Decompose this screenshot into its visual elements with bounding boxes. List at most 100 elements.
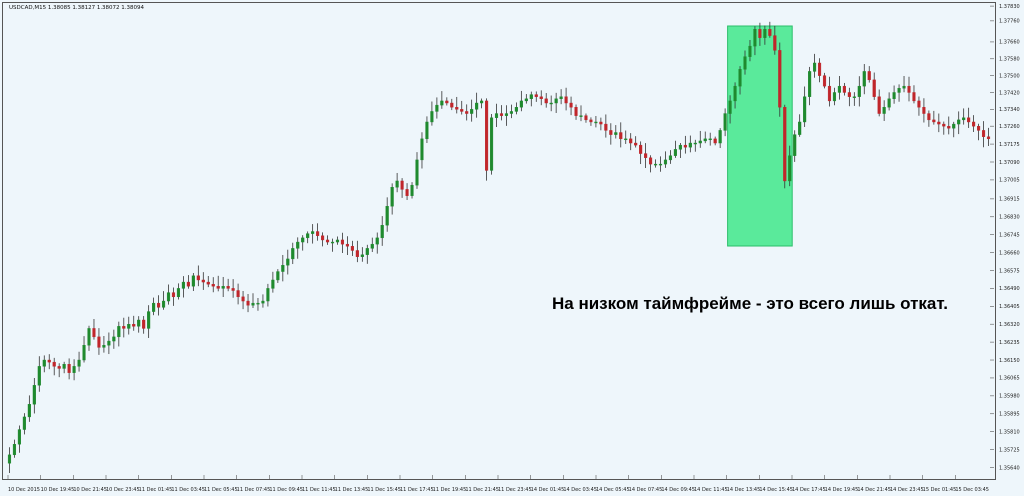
candle[interactable] xyxy=(673,140,677,158)
candle[interactable] xyxy=(609,123,613,145)
candle[interactable] xyxy=(67,358,71,380)
candle[interactable] xyxy=(842,82,846,96)
candle[interactable] xyxy=(539,90,543,106)
candle[interactable] xyxy=(410,182,414,199)
candle[interactable] xyxy=(832,87,837,106)
candle[interactable] xyxy=(549,95,553,112)
candle[interactable] xyxy=(147,305,151,338)
candle[interactable] xyxy=(72,359,76,381)
candle[interactable] xyxy=(986,127,991,146)
candle[interactable] xyxy=(713,136,717,146)
candle[interactable] xyxy=(425,116,429,144)
candle[interactable] xyxy=(132,315,136,331)
candle[interactable] xyxy=(723,108,727,137)
candle[interactable] xyxy=(763,25,767,45)
candle[interactable] xyxy=(435,97,439,119)
candle[interactable] xyxy=(658,156,663,172)
candle[interactable] xyxy=(256,297,260,311)
candle[interactable] xyxy=(683,135,687,154)
candle[interactable] xyxy=(887,92,891,111)
candle[interactable] xyxy=(271,271,275,293)
candle[interactable] xyxy=(972,115,976,132)
candle[interactable] xyxy=(813,53,817,78)
candle[interactable] xyxy=(395,172,399,193)
candle[interactable] xyxy=(251,293,255,309)
candle[interactable] xyxy=(827,76,832,107)
candle[interactable] xyxy=(77,351,81,372)
candle[interactable] xyxy=(624,130,628,144)
candle[interactable] xyxy=(176,283,181,300)
candle[interactable] xyxy=(340,232,345,253)
candle[interactable] xyxy=(291,242,295,265)
candle[interactable] xyxy=(649,155,653,173)
candle[interactable] xyxy=(912,85,916,104)
candle[interactable] xyxy=(877,89,881,117)
candle[interactable] xyxy=(499,105,504,121)
candle[interactable] xyxy=(619,122,623,148)
candle[interactable] xyxy=(822,72,827,89)
candle[interactable] xyxy=(465,104,469,121)
candle[interactable] xyxy=(952,121,956,138)
candle[interactable] xyxy=(440,91,444,109)
candle[interactable] xyxy=(604,114,608,138)
candle[interactable] xyxy=(321,232,325,247)
candle[interactable] xyxy=(554,92,558,113)
candle[interactable] xyxy=(524,94,528,104)
candle[interactable] xyxy=(937,113,941,133)
candle[interactable] xyxy=(509,104,513,119)
candle[interactable] xyxy=(152,297,156,316)
candle[interactable] xyxy=(808,66,812,106)
candle[interactable] xyxy=(817,58,822,83)
candle[interactable] xyxy=(181,276,185,298)
candle[interactable] xyxy=(27,395,31,422)
candle[interactable] xyxy=(335,236,340,245)
candle[interactable] xyxy=(455,96,459,114)
candle[interactable] xyxy=(788,145,792,187)
candle[interactable] xyxy=(157,295,161,316)
candle[interactable] xyxy=(852,92,856,106)
candle[interactable] xyxy=(778,42,782,117)
candle[interactable] xyxy=(867,66,871,83)
candle[interactable] xyxy=(385,197,389,232)
candle[interactable] xyxy=(380,216,384,246)
candle[interactable] xyxy=(7,447,12,473)
candle[interactable] xyxy=(837,75,841,100)
candle[interactable] xyxy=(330,238,335,252)
candle[interactable] xyxy=(688,135,692,153)
candle[interactable] xyxy=(246,293,250,313)
candle[interactable] xyxy=(862,64,866,95)
candle[interactable] xyxy=(693,139,697,152)
candle[interactable] xyxy=(360,247,364,262)
candle[interactable] xyxy=(564,87,568,111)
candle[interactable] xyxy=(17,425,21,453)
candle[interactable] xyxy=(32,377,36,414)
candle[interactable] xyxy=(286,249,290,275)
candle[interactable] xyxy=(296,237,300,259)
candle[interactable] xyxy=(738,66,742,95)
candle[interactable] xyxy=(191,273,195,292)
candle[interactable] xyxy=(166,284,171,305)
candle[interactable] xyxy=(663,151,668,168)
candle[interactable] xyxy=(902,75,906,93)
candle[interactable] xyxy=(847,87,851,107)
candle[interactable] xyxy=(947,116,951,135)
candle[interactable] xyxy=(932,110,936,125)
candle[interactable] xyxy=(216,275,220,292)
candle[interactable] xyxy=(201,272,205,290)
candle[interactable] xyxy=(907,76,911,102)
candle[interactable] xyxy=(733,82,737,109)
candle[interactable] xyxy=(917,96,921,116)
candle[interactable] xyxy=(112,329,116,349)
candle[interactable] xyxy=(574,104,578,120)
candle[interactable] xyxy=(480,98,484,109)
candle[interactable] xyxy=(798,114,802,137)
candle[interactable] xyxy=(82,336,86,363)
candle[interactable] xyxy=(311,224,315,244)
candle[interactable] xyxy=(355,240,359,263)
candle[interactable] xyxy=(489,114,494,175)
candle[interactable] xyxy=(589,117,593,126)
candle[interactable] xyxy=(450,98,454,111)
candle[interactable] xyxy=(634,136,638,148)
candle[interactable] xyxy=(211,277,215,293)
